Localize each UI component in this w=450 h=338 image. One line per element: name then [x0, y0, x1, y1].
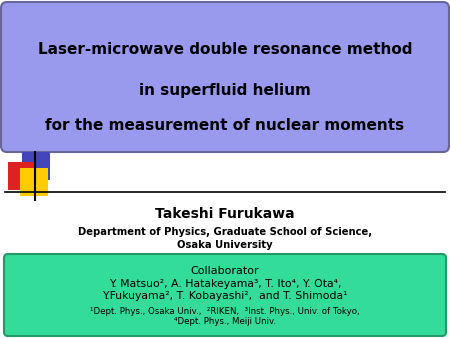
Text: Osaka University: Osaka University: [177, 240, 273, 250]
Text: Collaborator: Collaborator: [191, 266, 259, 276]
Text: Laser-microwave double resonance method: Laser-microwave double resonance method: [38, 43, 412, 57]
Text: Takeshi Furukawa: Takeshi Furukawa: [155, 207, 295, 221]
Text: Y. Matsuo², A. Hatakeyama³, T. Ito⁴, Y. Ota⁴,: Y. Matsuo², A. Hatakeyama³, T. Ito⁴, Y. …: [109, 279, 341, 289]
Text: for the measurement of nuclear moments: for the measurement of nuclear moments: [45, 118, 405, 132]
FancyBboxPatch shape: [22, 152, 50, 180]
Text: in superfluid helium: in superfluid helium: [139, 82, 311, 97]
Text: Y.Fukuyama², T. Kobayashi²,  and T. Shimoda¹: Y.Fukuyama², T. Kobayashi², and T. Shimo…: [102, 291, 348, 301]
FancyBboxPatch shape: [1, 2, 449, 152]
FancyBboxPatch shape: [4, 254, 446, 336]
Text: ¹Dept. Phys., Osaka Univ.,  ²RIKEN,  ³Inst. Phys., Univ. of Tokyo,: ¹Dept. Phys., Osaka Univ., ²RIKEN, ³Inst…: [90, 307, 360, 315]
Text: ⁴Dept. Phys., Meiji Univ.: ⁴Dept. Phys., Meiji Univ.: [174, 317, 276, 327]
Text: Department of Physics, Graduate School of Science,: Department of Physics, Graduate School o…: [78, 227, 372, 237]
FancyBboxPatch shape: [20, 168, 48, 196]
FancyBboxPatch shape: [8, 162, 36, 190]
